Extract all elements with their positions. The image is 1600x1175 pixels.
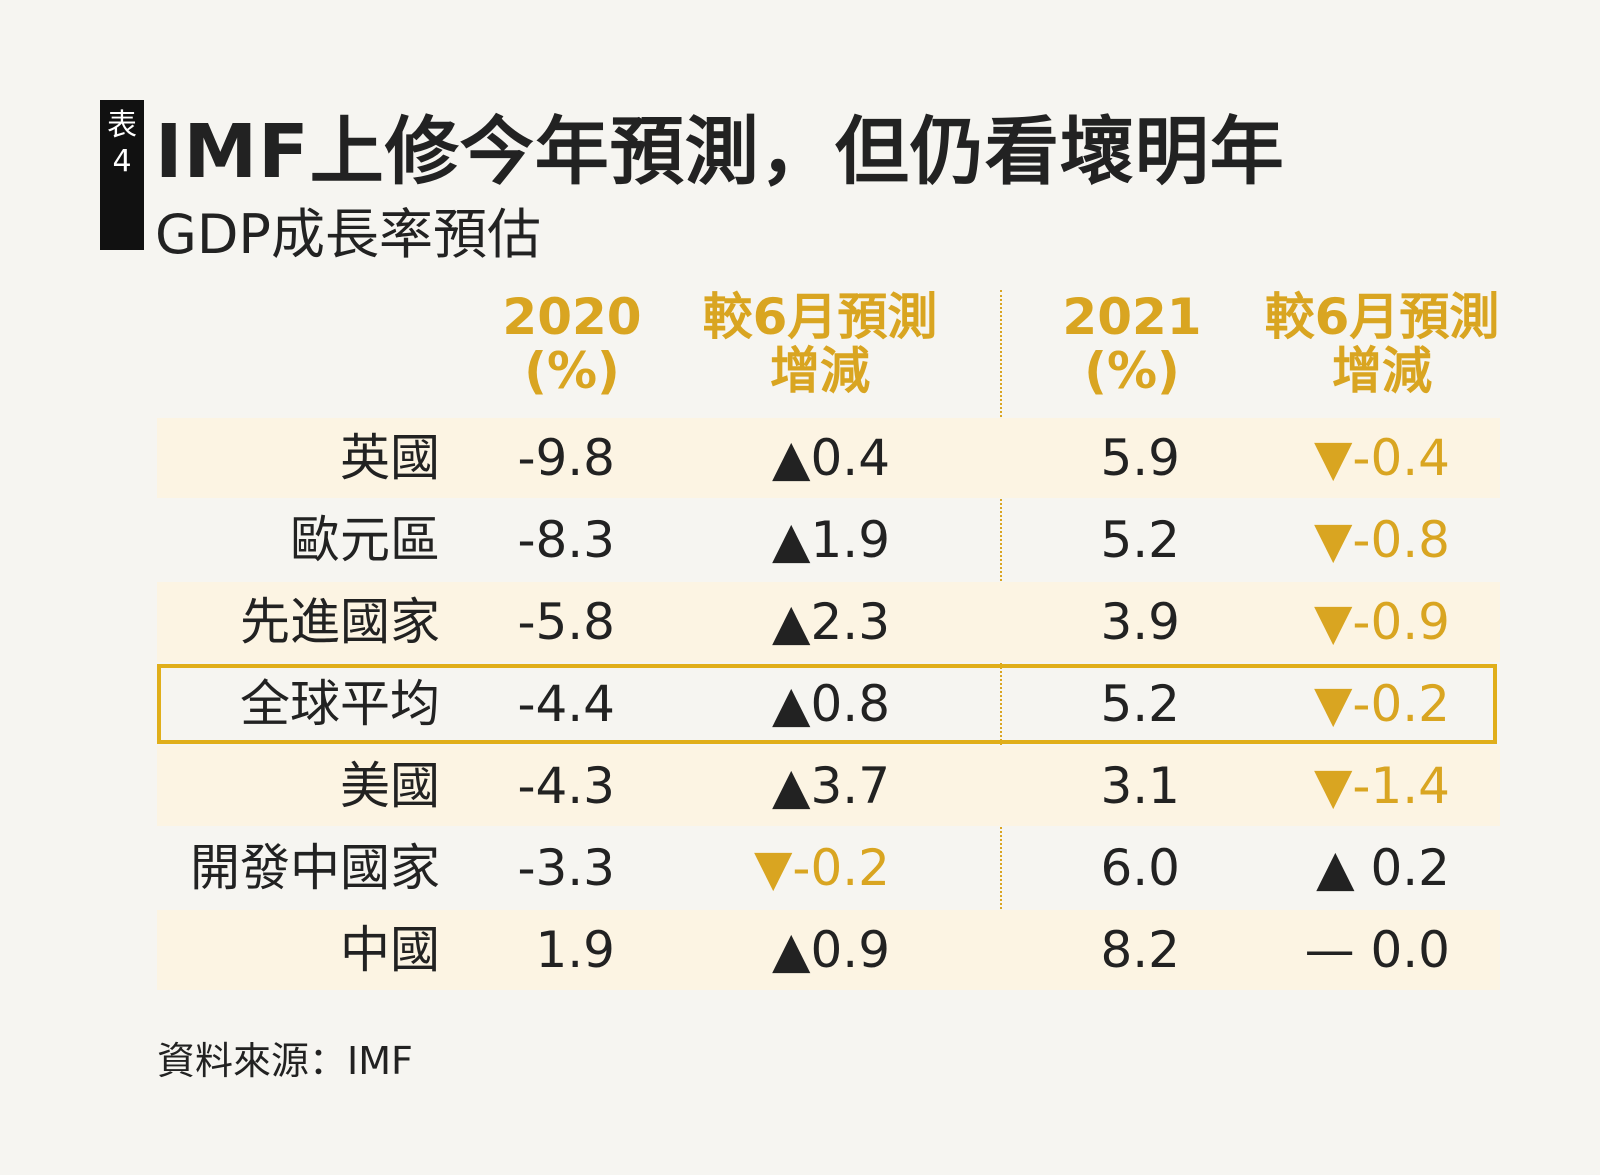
cell: -4.4 [517,675,615,733]
badge-text: 表 [107,108,137,143]
row-label: 全球平均 [240,675,440,733]
header-line: 2021 [1062,288,1202,346]
table-row: 開發中國家 -3.3 ▼-0.2 6.0 ▲ 0.2 [157,828,1500,908]
header-line: (%) [1084,342,1180,400]
row-label: 中國 [340,921,440,979]
cell: 5.2 [1100,675,1180,733]
header-line: 增減 [770,342,870,400]
header-line: 較6月預測 [702,288,938,346]
column-header: 2020 (%) [442,290,702,398]
cell: -3.3 [517,839,615,897]
cell: ▼-0.9 [1313,593,1450,651]
cell: ▼-0.2 [1313,675,1450,733]
badge-number: 4 [112,144,132,179]
cell: — 0.0 [1304,921,1450,979]
header-line: 2020 [502,288,642,346]
header-line: 較6月預測 [1264,288,1500,346]
cell: ▲0.4 [772,429,890,487]
table-row: 歐元區 -8.3 ▲1.9 5.2 ▼-0.8 [157,500,1500,580]
title: IMF上修今年預測，但仍看壞明年 [155,109,1285,195]
subtitle: GDP成長率預估 [155,203,541,266]
cell: 5.2 [1100,511,1180,569]
row-label: 歐元區 [290,511,440,569]
cell: -9.8 [517,429,615,487]
table-row: 英國 -9.8 ▲0.4 5.9 ▼-0.4 [157,418,1500,498]
cell: ▲1.9 [772,511,890,569]
table-row: 先進國家 -5.8 ▲2.3 3.9 ▼-0.9 [157,582,1500,662]
header-line: 增減 [1332,342,1432,400]
table-row: 中國 1.9 ▲0.9 8.2 — 0.0 [157,910,1500,990]
row-label: 英國 [340,429,440,487]
cell: -5.8 [517,593,615,651]
column-header: 較6月預測 增減 [690,290,950,398]
cell: 8.2 [1100,921,1180,979]
table-row: 美國 -4.3 ▲3.7 3.1 ▼-1.4 [157,746,1500,826]
column-header: 較6月預測 增減 [1252,290,1512,398]
cell: ▼-0.4 [1313,429,1450,487]
cell: 6.0 [1100,839,1180,897]
header-line: (%) [524,342,620,400]
row-label: 開發中國家 [190,839,440,897]
cell: ▲ 0.2 [1316,839,1450,897]
source: 資料來源：IMF [157,1039,413,1083]
cell: 3.1 [1100,757,1180,815]
cell: -8.3 [517,511,615,569]
table-row: 全球平均 -4.4 ▲0.8 5.2 ▼-0.2 [157,664,1500,744]
row-label: 先進國家 [240,593,440,651]
cell: ▲0.8 [772,675,890,733]
cell: ▲2.3 [772,593,890,651]
badge: 表 4 [100,100,144,250]
cell: 1.9 [535,921,615,979]
cell: ▼-0.2 [753,839,890,897]
cell: ▲3.7 [772,757,890,815]
cell: ▼-1.4 [1313,757,1450,815]
cell: 3.9 [1100,593,1180,651]
column-header: 2021 (%) [1002,290,1262,398]
highlight-box [157,664,1497,744]
row-label: 美國 [340,757,440,815]
cell: -4.3 [517,757,615,815]
cell: ▼-0.8 [1313,511,1450,569]
cell: ▲0.9 [772,921,890,979]
cell: 5.9 [1100,429,1180,487]
